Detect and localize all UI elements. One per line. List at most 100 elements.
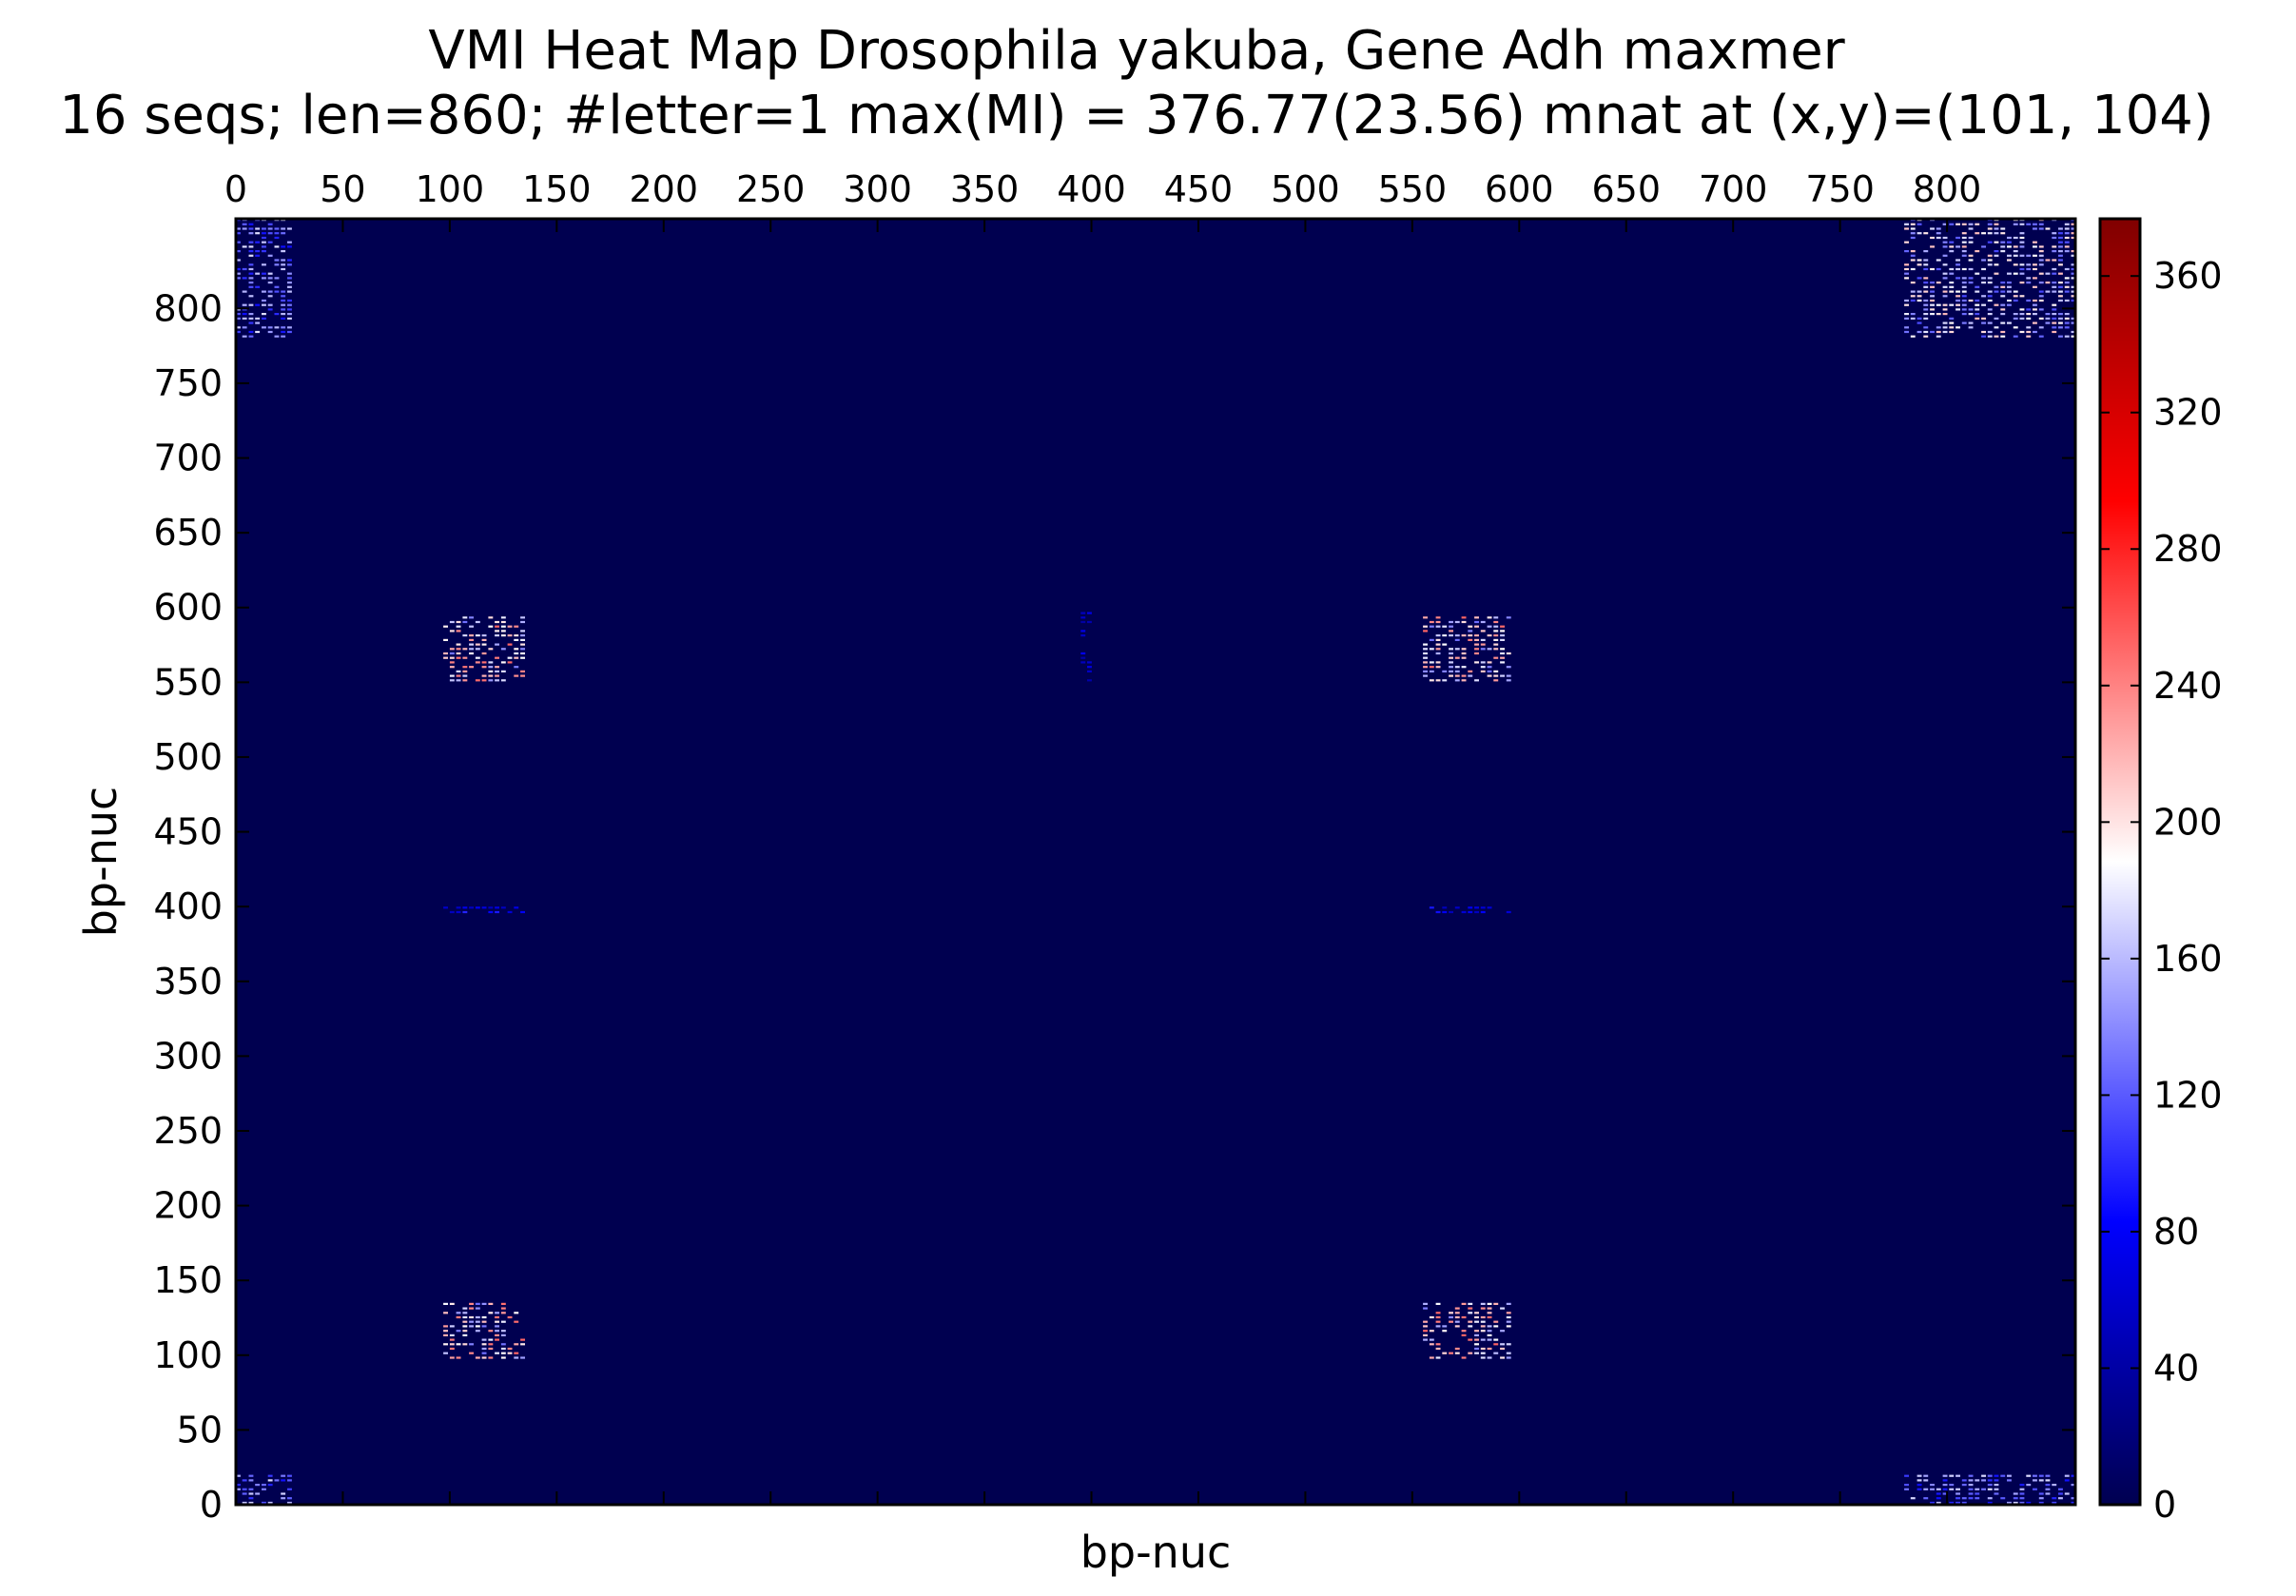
heatmap-cell <box>1904 277 1909 280</box>
heatmap-cell <box>2013 1492 2018 1495</box>
x-tick-label: 550 <box>1378 168 1448 210</box>
heatmap-cell <box>1987 1479 1993 1482</box>
heatmap-cell <box>2038 245 2044 248</box>
heatmap-cell <box>274 313 280 316</box>
heatmap-cell <box>2013 313 2018 316</box>
heatmap-cell <box>2013 326 2018 329</box>
heatmap-cell <box>287 259 292 262</box>
heatmap-cell <box>481 906 487 909</box>
heatmap-cell <box>1975 272 1980 275</box>
heatmap-cell <box>1955 308 1960 311</box>
heatmap-cell <box>475 661 480 664</box>
heatmap-cell <box>1910 290 1916 293</box>
heatmap-cell <box>1087 666 1092 669</box>
heatmap-cell <box>1449 661 1453 664</box>
heatmap-cell <box>2000 241 2006 243</box>
heatmap-cell <box>1480 910 1486 914</box>
heatmap-cell <box>1904 227 1909 230</box>
heatmap-cell <box>1080 634 1086 637</box>
x-axis-label: bp-nuc <box>1080 1527 1232 1578</box>
heatmap-cell <box>1500 656 1505 659</box>
heatmap-cell <box>1942 277 1948 280</box>
heatmap-cell <box>2019 241 2025 243</box>
heatmap-cell <box>242 267 247 271</box>
heatmap-cell <box>1936 303 1941 306</box>
heatmap-cell <box>1493 634 1499 637</box>
heatmap-cell <box>2071 1484 2076 1487</box>
heatmap-cell <box>2058 263 2063 266</box>
heatmap-cell <box>2013 295 2018 298</box>
heatmap-cell <box>236 317 241 320</box>
heatmap-cell <box>2026 223 2032 225</box>
heatmap-cell <box>488 679 494 682</box>
heatmap-cell <box>1968 227 1974 230</box>
heatmap-cell <box>2019 236 2025 240</box>
heatmap-cell <box>2064 245 2070 248</box>
heatmap-cell <box>481 1347 487 1351</box>
heatmap-cell <box>1968 223 1974 225</box>
heatmap-cell <box>267 277 273 280</box>
heatmap-cell <box>1487 1347 1492 1351</box>
heatmap-cell <box>2052 259 2057 262</box>
heatmap-cell <box>248 1479 254 1482</box>
heatmap-cell <box>469 1307 474 1310</box>
heatmap-cell <box>1429 906 1434 909</box>
heatmap-cell <box>248 1497 254 1500</box>
heatmap-cell <box>255 241 261 243</box>
heatmap-cell <box>2071 330 2076 334</box>
heatmap-cell <box>1955 277 1960 280</box>
heatmap-cell <box>1975 223 1980 225</box>
heatmap-cell <box>1968 267 1974 271</box>
heatmap-cell <box>1423 648 1428 651</box>
heatmap-cell <box>481 1325 487 1328</box>
heatmap-cell <box>1961 277 1967 280</box>
heatmap-cell <box>1994 1492 1999 1495</box>
heatmap-cell <box>267 1484 273 1487</box>
heatmap-cell <box>1987 1497 1993 1500</box>
heatmap-cell <box>1981 245 1986 248</box>
heatmap-cell <box>1975 317 1980 320</box>
heatmap-cell <box>1987 295 1993 298</box>
heatmap-cell <box>1961 285 1967 288</box>
heatmap-cell <box>1930 1501 1935 1505</box>
hotspot <box>443 616 525 682</box>
heatmap-cell <box>255 1492 261 1495</box>
heatmap-cell <box>248 267 254 271</box>
heatmap-cell <box>1487 1315 1492 1319</box>
heatmap-cell <box>1454 1320 1460 1323</box>
heatmap-cell <box>1961 290 1967 293</box>
heatmap-cell <box>500 1347 506 1351</box>
heatmap-cell <box>1454 679 1460 682</box>
heatmap-cell <box>1987 1501 1993 1505</box>
heatmap-cell <box>1468 674 1473 677</box>
heatmap-cell <box>1493 1338 1499 1341</box>
heatmap-cell <box>2007 282 2012 284</box>
heatmap-cell <box>1981 321 1986 324</box>
heatmap-cell <box>2058 299 2063 302</box>
heatmap-cell <box>2019 263 2025 266</box>
heatmap-cell <box>1923 232 1929 235</box>
heatmap-cell <box>495 679 499 682</box>
y-axis-ticks: 0 50 100 150 200 250 300 350 400 450 500 550 600 650 7… <box>153 287 2075 1526</box>
heatmap-cell <box>1949 326 1955 329</box>
heatmap-cell <box>2007 259 2012 262</box>
heatmap-cell <box>2071 232 2076 235</box>
heatmap-cell <box>1506 652 1511 655</box>
heatmap-cell <box>274 259 280 262</box>
heatmap-cell <box>2026 267 2032 271</box>
heatmap-cell <box>287 303 292 306</box>
heatmap-cell <box>2058 272 2063 275</box>
heatmap-cell <box>2071 250 2076 253</box>
heatmap-cell <box>1080 620 1086 624</box>
heatmap-cell <box>520 1343 525 1346</box>
heatmap-cell <box>443 906 448 909</box>
heatmap-cell <box>267 308 273 311</box>
heatmap-cell <box>2071 1501 2076 1505</box>
heatmap-cell <box>1487 1325 1492 1328</box>
heatmap-cell <box>443 1312 448 1314</box>
heatmap-cell <box>1480 661 1486 664</box>
heatmap-cell <box>1487 906 1492 909</box>
heatmap-cell <box>481 1338 487 1341</box>
heatmap-cell <box>262 299 266 302</box>
heatmap-cell <box>1961 223 1967 225</box>
